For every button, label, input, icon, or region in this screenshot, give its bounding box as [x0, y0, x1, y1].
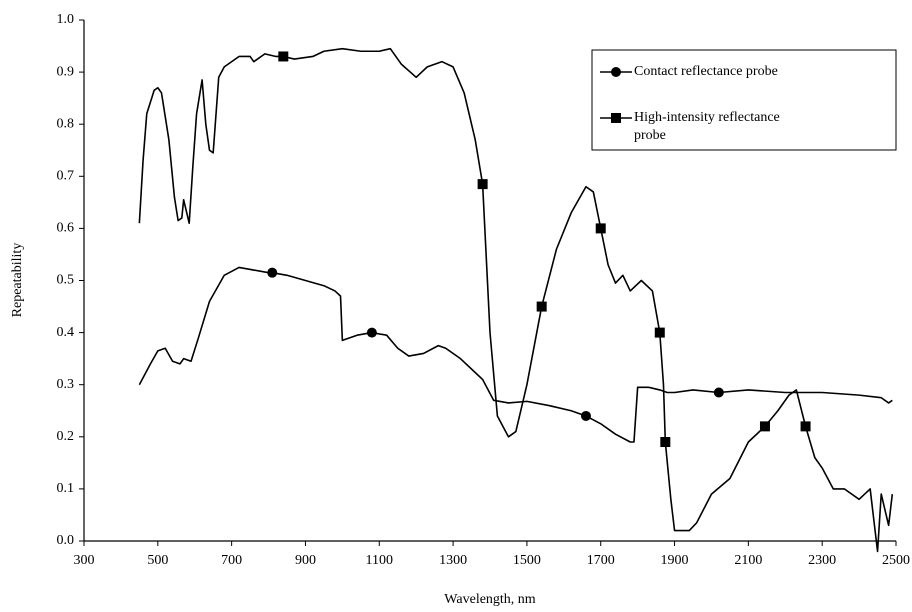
marker: [278, 51, 289, 62]
y-tick-label: 0.7: [57, 169, 75, 184]
y-tick-label: 1.0: [57, 12, 75, 27]
marker: [660, 437, 671, 448]
marker: [611, 113, 621, 123]
marker: [654, 327, 665, 338]
marker: [759, 421, 770, 432]
x-tick-label: 1700: [587, 553, 615, 568]
marker: [477, 179, 488, 190]
marker: [713, 387, 724, 398]
x-tick-label: 2500: [882, 553, 910, 568]
x-tick-label: 1100: [366, 553, 393, 568]
y-axis-label: Repeatability: [10, 243, 25, 318]
legend-label-line: High-intensity reflectance: [634, 110, 780, 125]
series-line: [138, 47, 894, 553]
marker: [267, 267, 278, 278]
y-tick-label: 0.3: [57, 377, 75, 392]
marker: [800, 421, 811, 432]
y-tick-label: 0.6: [57, 221, 75, 236]
y-tick-label: 0.5: [57, 273, 75, 288]
y-tick-label: 0.9: [57, 64, 75, 79]
y-tick-label: 0.0: [57, 533, 75, 548]
y-tick-label: 0.4: [57, 325, 75, 340]
y-tick-label: 0.1: [57, 481, 75, 496]
legend-box: [591, 49, 897, 151]
x-tick-label: 300: [74, 553, 95, 568]
marker: [595, 223, 606, 234]
x-tick-label: 1500: [513, 553, 541, 568]
x-tick-label: 2100: [734, 553, 762, 568]
x-tick-label: 700: [221, 553, 242, 568]
y-tick-label: 0.2: [57, 429, 75, 444]
marker: [536, 301, 547, 312]
legend-label: Contact reflectance probe: [634, 64, 778, 79]
x-axis-label: Wavelength, nm: [444, 592, 536, 607]
y-tick-label: 0.8: [57, 116, 75, 131]
marker: [366, 327, 377, 338]
x-tick-label: 500: [147, 553, 168, 568]
x-tick-label: 1300: [439, 553, 467, 568]
legend-label: High-intensity reflectance probe: [634, 110, 780, 143]
series-line: [138, 266, 893, 443]
legend-label-line: probe: [634, 128, 666, 143]
x-tick-label: 1900: [661, 553, 689, 568]
marker: [611, 67, 621, 77]
x-tick-label: 2300: [808, 553, 836, 568]
marker: [580, 410, 591, 421]
x-tick-label: 900: [295, 553, 316, 568]
